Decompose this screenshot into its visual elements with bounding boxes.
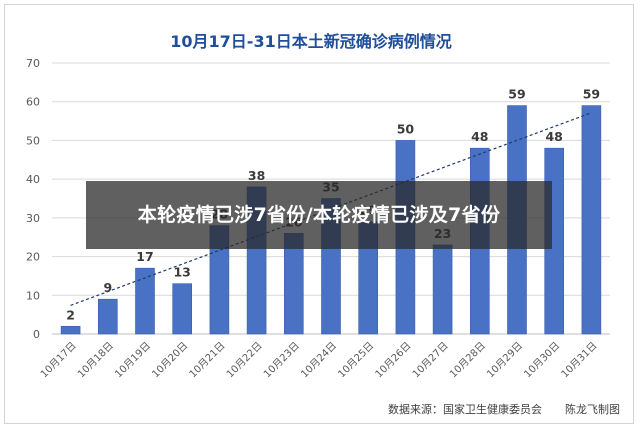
x-tick-label: 10月27日: [410, 340, 451, 381]
y-tick-label: 20: [26, 251, 40, 264]
x-tick-label: 10月19日: [112, 340, 153, 381]
value-label: 50: [397, 121, 415, 136]
value-label: 48: [471, 129, 488, 144]
y-tick-label: 30: [26, 212, 40, 225]
x-tick-label: 10月20日: [150, 340, 191, 381]
chart-title: 10月17日-31日本土新冠确诊病例情况: [170, 32, 451, 51]
x-tick-label: 10月24日: [298, 340, 339, 381]
x-tick-label: 10月25日: [336, 340, 377, 381]
value-label: 9: [103, 280, 112, 295]
y-tick-label: 60: [26, 96, 40, 109]
x-tick-label: 10月21日: [187, 340, 228, 381]
value-label: 13: [173, 265, 190, 280]
x-tick-label: 10月17日: [38, 340, 79, 381]
bar: [60, 325, 81, 335]
y-tick-label: 40: [26, 173, 40, 186]
y-tick-label: 10: [26, 289, 40, 302]
caption-overlay: 本轮疫情已涉7省份/本轮疫情已涉及7省份: [86, 181, 552, 249]
x-tick-label: 10月23日: [261, 340, 302, 381]
credit-note: 陈龙飞制图: [565, 402, 620, 416]
bar: [172, 283, 192, 335]
value-label: 38: [248, 168, 265, 183]
x-tick-label: 10月30日: [522, 340, 563, 381]
y-tick-label: 50: [26, 134, 40, 147]
y-axis-ticks: 0 10 20 30 40 50 60 70: [26, 57, 40, 341]
value-label: 2: [66, 307, 75, 322]
x-tick-label: 10月22日: [224, 340, 265, 381]
bar: [581, 105, 602, 335]
value-label: 48: [545, 129, 562, 144]
source-note: 数据来源：国家卫生健康委员会: [388, 402, 542, 416]
x-tick-label: 10月28日: [447, 340, 488, 381]
bar: [98, 298, 118, 335]
bar: [432, 244, 453, 335]
x-tick-label: 10月26日: [373, 340, 414, 381]
value-label: 59: [508, 87, 525, 102]
x-axis-ticks: 10月17日10月18日10月19日10月20日10月21日10月22日10月2…: [38, 340, 599, 381]
x-tick-label: 10月31日: [559, 340, 600, 381]
y-tick-label: 70: [26, 57, 40, 70]
caption-text: 本轮疫情已涉7省份/本轮疫情已涉及7省份: [137, 204, 501, 226]
value-label: 17: [136, 249, 153, 264]
y-tick-label: 0: [33, 328, 40, 341]
bar: [135, 267, 155, 335]
value-label: 59: [583, 87, 600, 102]
x-tick-label: 10月29日: [484, 340, 525, 381]
x-tick-label: 10月18日: [75, 340, 116, 381]
